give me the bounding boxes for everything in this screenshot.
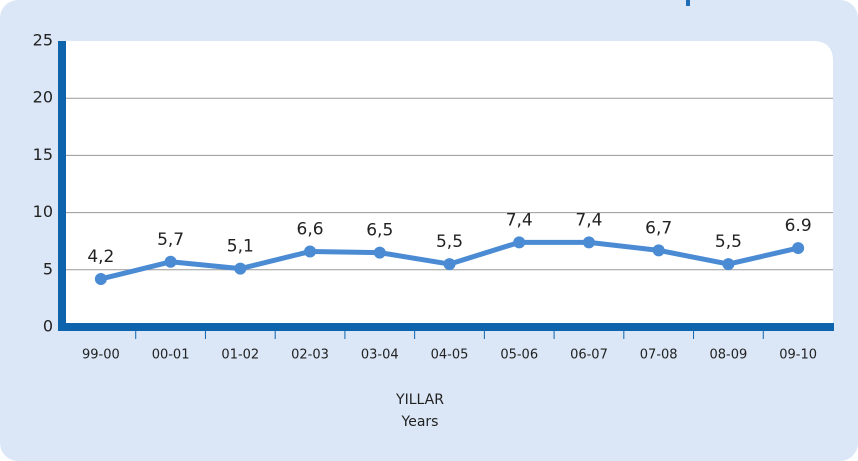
y-tick-label: 0 xyxy=(43,317,53,336)
y-tick-label: 15 xyxy=(33,145,53,164)
x-tick-label: 04-05 xyxy=(431,348,469,363)
point xyxy=(304,245,317,258)
x-tick-label: 02-03 xyxy=(291,348,329,363)
data-label: 6,5 xyxy=(366,221,393,241)
data-label: 6,6 xyxy=(297,219,324,239)
plot-area xyxy=(62,41,833,327)
x-axis-sublabel: Years xyxy=(401,414,439,430)
x-tick-label: 09-10 xyxy=(779,348,817,363)
x-tick-label: 01-02 xyxy=(221,348,259,363)
data-label: 5,1 xyxy=(227,237,254,257)
y-axis xyxy=(58,41,66,331)
data-label: 7,4 xyxy=(575,210,602,230)
x-axis-label: YILLAR xyxy=(395,392,444,408)
point xyxy=(164,255,177,268)
point xyxy=(582,236,595,249)
x-axis xyxy=(58,323,834,331)
point xyxy=(792,242,805,255)
point xyxy=(443,258,456,271)
data-label: 5,5 xyxy=(436,232,463,252)
y-tick-label: 20 xyxy=(33,88,53,107)
x-tick-label: 06-07 xyxy=(570,348,608,363)
y-tick-label: 5 xyxy=(43,259,53,278)
data-label: 4,2 xyxy=(87,247,114,267)
x-tick-label: 99-00 xyxy=(82,348,120,363)
point xyxy=(722,258,735,271)
x-tick-label: 03-04 xyxy=(361,348,399,363)
point xyxy=(373,246,386,259)
data-label: 6,7 xyxy=(645,218,672,238)
point xyxy=(94,272,107,285)
data-label: 7,4 xyxy=(506,210,533,230)
y-tick-label: 25 xyxy=(33,31,53,50)
x-tick-label: 05-06 xyxy=(500,348,538,363)
decor xyxy=(686,0,690,6)
x-tick-label: 00-01 xyxy=(152,348,190,363)
y-tick-label: 10 xyxy=(33,202,53,221)
point xyxy=(513,236,526,249)
point xyxy=(652,244,665,257)
point xyxy=(234,262,247,275)
x-tick-label: 07-08 xyxy=(640,348,678,363)
data-label: 5,7 xyxy=(157,230,184,250)
x-tick-label: 08-09 xyxy=(710,348,748,363)
data-label: 5,5 xyxy=(715,232,742,252)
data-label: 6.9 xyxy=(785,216,812,236)
